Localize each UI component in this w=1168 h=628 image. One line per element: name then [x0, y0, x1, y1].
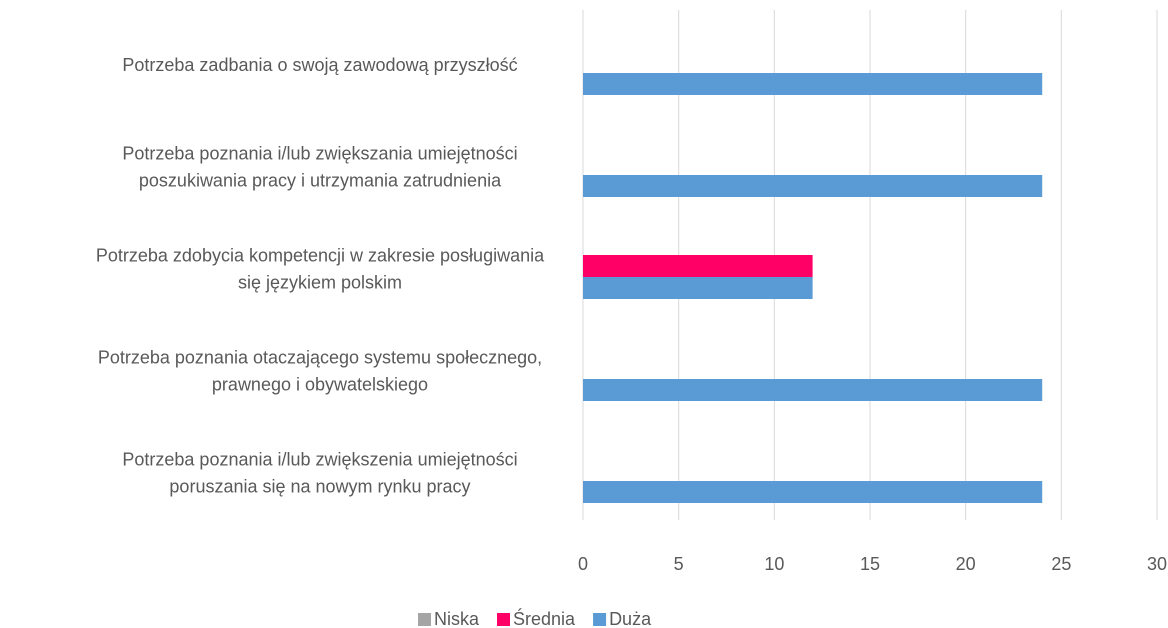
y-tick-label: Potrzeba poznania i/lub zwiększenia umie… — [122, 449, 517, 469]
x-tick-label: 30 — [1147, 554, 1167, 574]
y-tick-label: Potrzeba poznania i/lub zwiększania umie… — [122, 143, 517, 163]
bar — [583, 481, 1043, 503]
bar — [583, 175, 1043, 197]
legend-label: Duża — [609, 609, 652, 628]
y-tick-label: poszukiwania pracy i utrzymania zatrudni… — [139, 170, 502, 190]
y-tick-label: poruszania się na nowym rynku pracy — [169, 476, 470, 496]
category-label: Potrzeba poznania otaczającego systemu s… — [98, 347, 542, 394]
y-tick-label: Potrzeba zdobycia kompetencji w zakresie… — [96, 245, 545, 265]
legend-label: Średnia — [513, 608, 576, 628]
category-label: Potrzeba poznania i/lub zwiększenia umie… — [122, 449, 517, 496]
legend-swatch — [497, 613, 511, 626]
y-tick-label: Potrzeba zadbania o swoją zawodową przys… — [122, 55, 517, 75]
y-tick-label: się językiem polskim — [238, 272, 402, 292]
x-tick-label: 15 — [860, 554, 880, 574]
legend-swatch — [418, 613, 431, 626]
legend-swatch — [593, 613, 607, 626]
x-tick-label: 0 — [578, 554, 588, 574]
bar — [583, 277, 813, 299]
category-label: Potrzeba zdobycia kompetencji w zakresie… — [96, 245, 545, 292]
x-tick-label: 20 — [956, 554, 976, 574]
legend-label: Niska — [434, 609, 480, 628]
bar — [583, 73, 1043, 95]
category-label: Potrzeba poznania i/lub zwiększania umie… — [122, 143, 517, 190]
bar — [583, 255, 813, 277]
y-tick-label: prawnego i obywatelskiego — [212, 374, 428, 394]
bar — [583, 379, 1043, 401]
x-tick-label: 25 — [1051, 554, 1071, 574]
x-tick-label: 5 — [674, 554, 684, 574]
x-tick-label: 10 — [764, 554, 784, 574]
category-label: Potrzeba zadbania o swoją zawodową przys… — [122, 55, 517, 75]
y-tick-label: Potrzeba poznania otaczającego systemu s… — [98, 347, 542, 367]
